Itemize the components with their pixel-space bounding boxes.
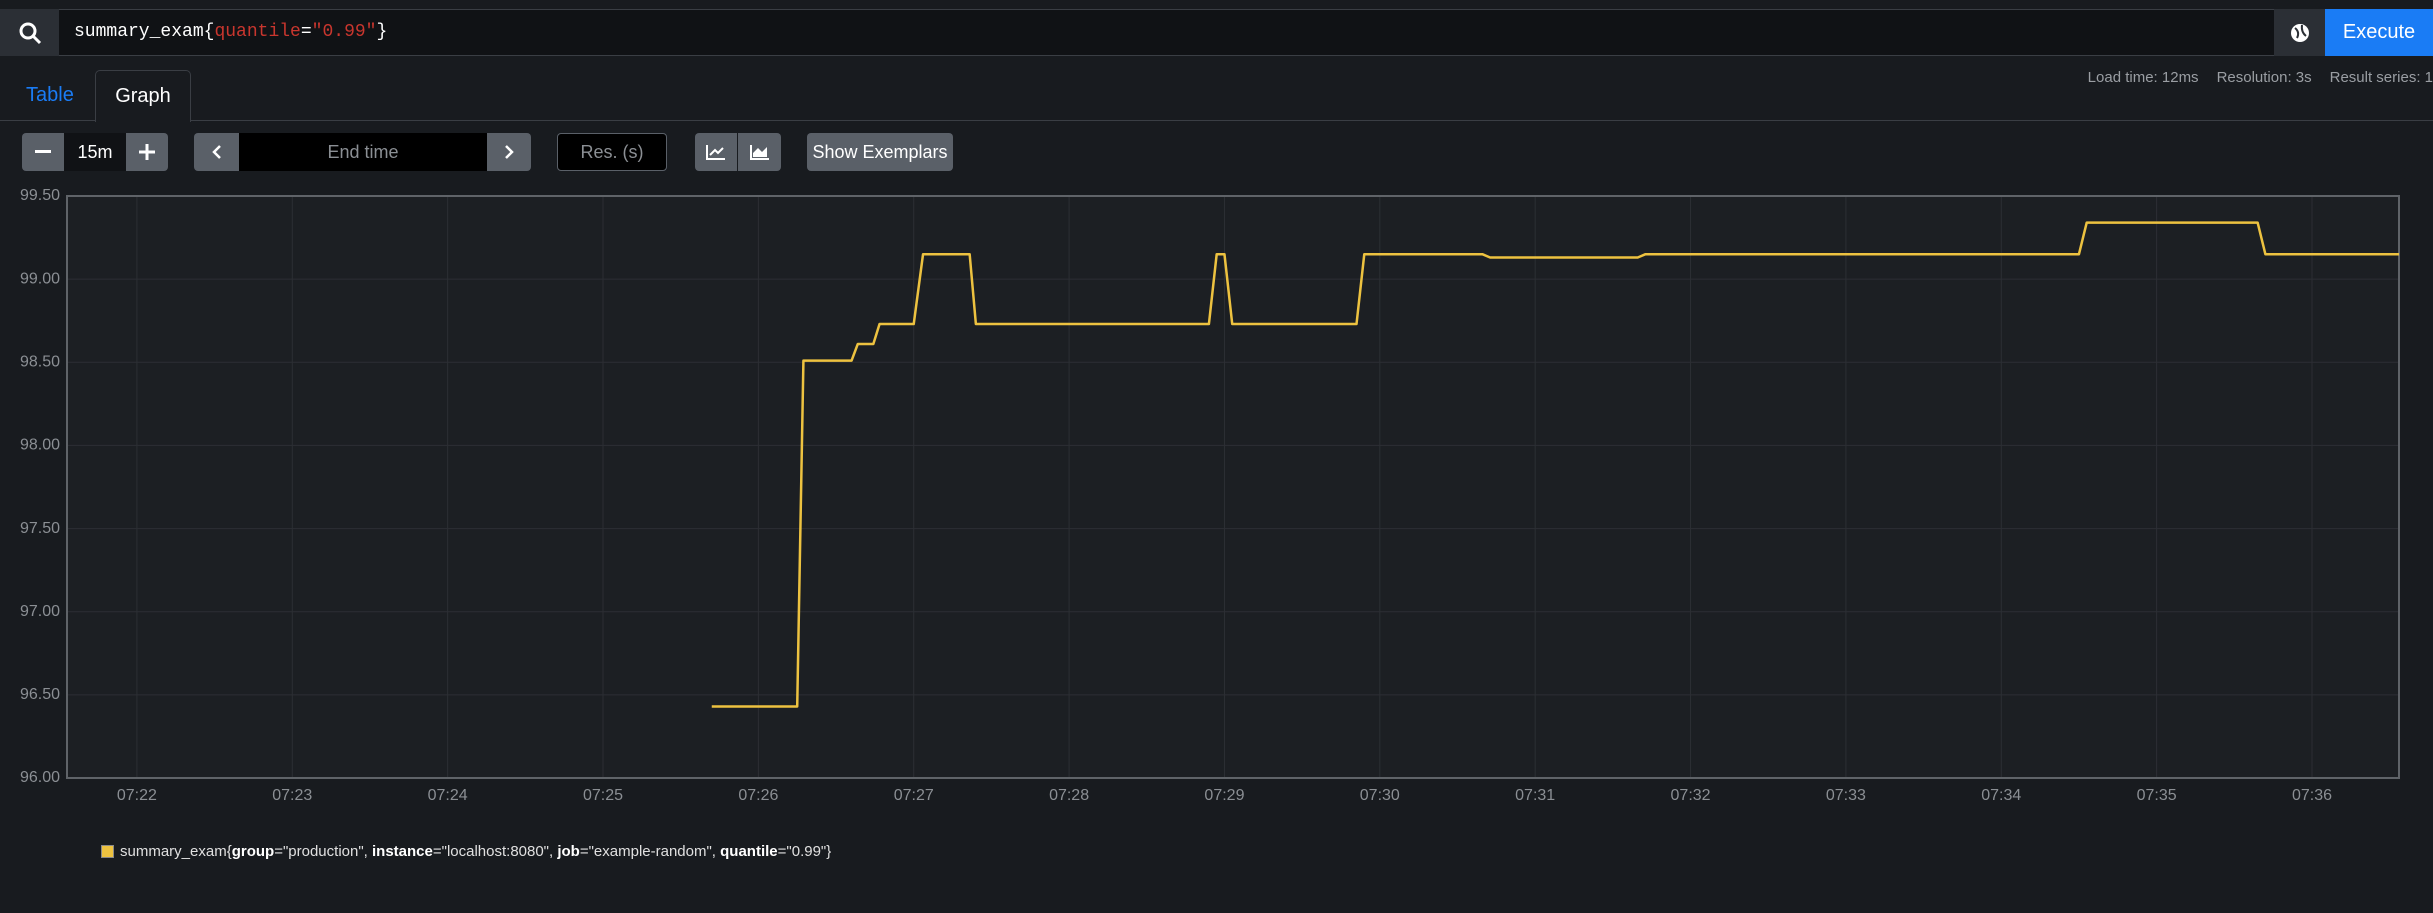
globe-button[interactable] <box>2274 9 2325 56</box>
plus-button[interactable] <box>126 133 168 171</box>
series-line <box>711 221 2399 708</box>
stats: Load time: 12ms Resolution: 3s Result se… <box>2070 69 2433 86</box>
x-tick-label: 07:26 <box>738 787 778 804</box>
query-input[interactable]: summary_exam{quantile="0.99"} <box>74 22 388 42</box>
tab[interactable]: Graph <box>95 70 191 122</box>
y-tick-label: 99.50 <box>20 187 60 204</box>
x-tick-label: 07:29 <box>1204 787 1244 804</box>
x-tick-label: 07:23 <box>272 787 312 804</box>
y-tick-label: 98.50 <box>20 354 60 371</box>
icon <box>35 150 51 153</box>
execute-button[interactable]: Execute <box>2325 9 2433 56</box>
icon <box>19 22 41 44</box>
end-time-input[interactable]: End time <box>239 133 487 171</box>
y-tick-label: 98.00 <box>20 437 60 454</box>
x-tick-label: 07:31 <box>1515 787 1555 804</box>
x-tick-label: 07:25 <box>583 787 623 804</box>
minus-button[interactable] <box>22 133 64 171</box>
icon <box>706 145 725 160</box>
x-tick-label: 07:27 <box>894 787 934 804</box>
x-tick-label: 07:36 <box>2292 787 2332 804</box>
stat: Load time: 12ms <box>2087 69 2199 86</box>
y-tick-label: 96.50 <box>20 686 60 703</box>
tab[interactable]: Table <box>26 84 74 106</box>
stat: Result series: 1 <box>2329 69 2433 86</box>
stacked-mode-button[interactable] <box>738 133 781 171</box>
x-tick-label: 07:28 <box>1049 787 1089 804</box>
x-tick-label: 07:34 <box>1981 787 2021 804</box>
exemplars-button[interactable]: Show Exemplars <box>807 133 953 171</box>
x-tick-label: 07:30 <box>1360 787 1400 804</box>
plot-area <box>67 196 2399 778</box>
prev-button[interactable] <box>194 133 239 171</box>
y-tick-label: 99.00 <box>20 270 60 287</box>
next-button[interactable] <box>487 133 531 171</box>
icon <box>2290 23 2309 42</box>
query-bar <box>0 9 2433 56</box>
icon <box>139 144 155 160</box>
tab-border <box>0 120 2433 121</box>
y-tick-label: 97.00 <box>20 603 60 620</box>
y-tick-label: 96.00 <box>20 769 60 786</box>
y-tick-label: 97.50 <box>20 520 60 537</box>
legend-swatch-fill <box>101 845 114 858</box>
icon <box>749 145 769 160</box>
range-input[interactable]: 15m <box>64 133 126 171</box>
legend-swatch <box>101 845 114 858</box>
legend-entry[interactable]: summary_exam{group="production", instanc… <box>120 843 832 860</box>
search-icon[interactable] <box>0 9 59 56</box>
stat: Resolution: 3s <box>2216 69 2312 86</box>
x-tick-label: 07:22 <box>117 787 157 804</box>
icon <box>505 145 514 159</box>
x-tick-label: 07:35 <box>2137 787 2177 804</box>
x-tick-label: 07:33 <box>1826 787 1866 804</box>
resolution-input[interactable]: Res. (s) <box>557 133 667 171</box>
x-tick-label: 07:24 <box>428 787 468 804</box>
x-tick-label: 07:32 <box>1671 787 1711 804</box>
icon <box>211 145 221 159</box>
line-mode-button[interactable] <box>695 133 737 171</box>
plot-border <box>66 195 2400 779</box>
